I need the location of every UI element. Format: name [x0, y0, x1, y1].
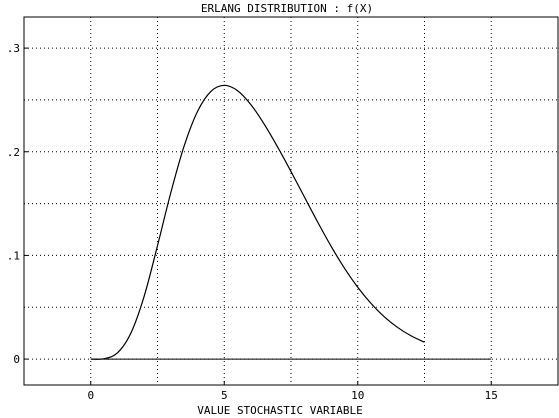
y-tick-label: .2 [7, 146, 20, 159]
y-tick-label: 0 [13, 353, 20, 366]
y-tick-label: .1 [7, 249, 20, 262]
x-tick-label: 0 [87, 389, 94, 402]
axis-ticks: 0 5 10 15 0 .1 .2 .3 [7, 42, 498, 402]
y-tick-label: .3 [7, 42, 20, 55]
series-line [90, 84, 425, 360]
x-axis-label: VALUE STOCHASTIC VARIABLE [197, 404, 363, 417]
plot-frame [23, 16, 559, 386]
x-tick-label: 10 [351, 389, 364, 402]
chart-title: ERLANG DISTRIBUTION : f(X) [201, 2, 373, 15]
x-tick-label: 5 [221, 389, 228, 402]
grid [23, 17, 558, 385]
x-tick-label: 15 [485, 389, 498, 402]
